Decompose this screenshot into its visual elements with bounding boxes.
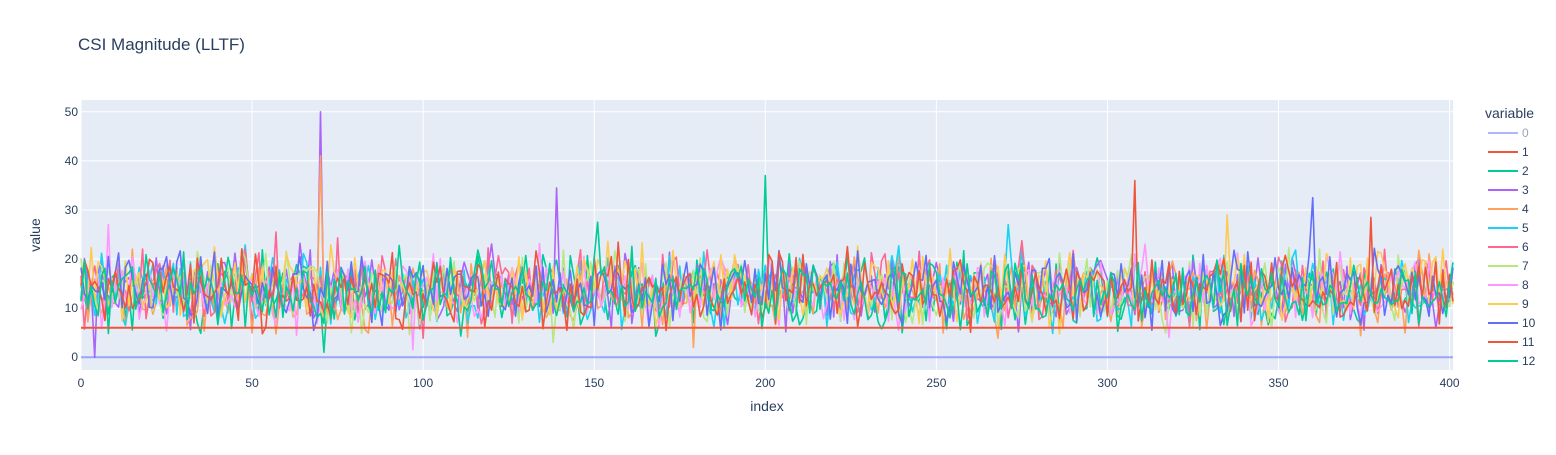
legend-item-10[interactable]: 10 [1488,316,1536,330]
x-tick-labels: 0 50 100 150 200 250 300 350 400 [78,376,1460,390]
y-tick-label: 0 [71,350,78,364]
legend-item-7[interactable]: 7 [1488,259,1529,273]
legend-label: 3 [1522,183,1529,197]
legend-item-6[interactable]: 6 [1488,240,1529,254]
legend-item-9[interactable]: 9 [1488,297,1529,311]
x-tick-label: 350 [1268,376,1288,390]
y-tick-label: 20 [65,252,79,266]
legend-label: 4 [1522,202,1529,216]
y-tick-label: 40 [65,154,79,168]
y-tick-labels: 0 10 20 30 40 50 [65,105,79,364]
legend-label: 1 [1522,145,1529,159]
legend-item-11[interactable]: 11 [1488,335,1535,349]
series-line-11[interactable] [80,179,1454,335]
y-tick-label: 10 [65,301,79,315]
x-tick-label: 50 [245,376,259,390]
legend-item-1[interactable]: 1 [1488,145,1529,159]
x-tick-label: 0 [78,376,85,390]
legend-item-0[interactable]: 0 [1488,126,1529,140]
legend-label: 8 [1522,278,1529,292]
chart-title: CSI Magnitude (LLTF) [78,35,245,54]
legend-item-12[interactable]: 12 [1488,354,1536,368]
x-tick-label: 300 [1097,376,1117,390]
legend-label: 9 [1522,297,1529,311]
series-line-12[interactable] [80,221,1454,337]
legend-item-5[interactable]: 5 [1488,221,1529,235]
legend-label: 10 [1522,316,1536,330]
x-tick-label: 250 [926,376,946,390]
x-axis-label: index [750,398,783,414]
x-tick-label: 400 [1440,376,1460,390]
series-traces[interactable] [80,110,1454,359]
legend-item-3[interactable]: 3 [1488,183,1529,197]
y-tick-label: 30 [65,203,79,217]
legend-label: 12 [1522,354,1536,368]
legend-label: 0 [1522,126,1529,140]
legend-label: 11 [1522,335,1535,349]
legend-label: 2 [1522,164,1529,178]
legend-item-4[interactable]: 4 [1488,202,1529,216]
legend-label: 5 [1522,221,1529,235]
x-tick-label: 100 [413,376,433,390]
legend-item-2[interactable]: 2 [1488,164,1529,178]
legend-item-8[interactable]: 8 [1488,278,1529,292]
x-tick-label: 200 [755,376,775,390]
y-tick-label: 50 [65,105,79,119]
legend-label: 6 [1522,240,1529,254]
legend-label: 7 [1522,259,1529,273]
x-tick-label: 150 [584,376,604,390]
y-axis-label: value [27,218,43,252]
legend-title: variable [1485,105,1534,121]
